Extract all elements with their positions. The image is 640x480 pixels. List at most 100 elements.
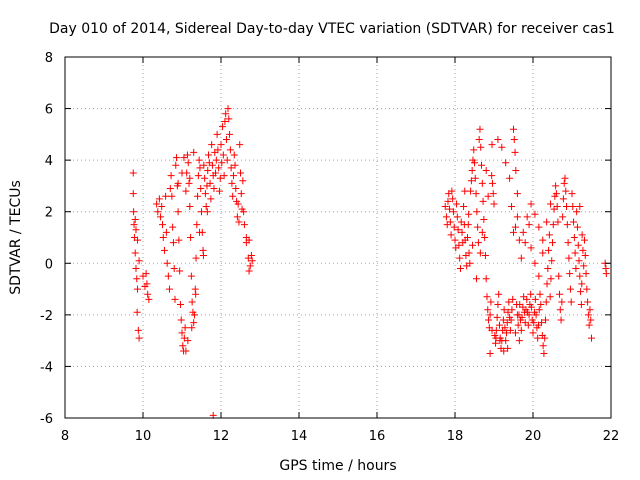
data-point <box>226 130 234 138</box>
data-point <box>469 241 477 249</box>
data-point <box>208 161 216 169</box>
data-point <box>177 316 185 324</box>
y-tick-label: -2 <box>40 309 53 324</box>
data-point <box>541 316 549 324</box>
data-point <box>246 262 254 270</box>
data-point <box>221 117 229 125</box>
data-point <box>171 295 179 303</box>
data-point <box>229 192 237 200</box>
data-point <box>495 321 503 329</box>
data-point <box>453 200 461 208</box>
data-point <box>480 215 488 223</box>
data-point <box>130 221 138 229</box>
data-point <box>567 298 575 306</box>
data-point <box>552 182 560 190</box>
data-point <box>446 218 454 226</box>
data-point <box>545 231 553 239</box>
data-point <box>556 306 564 314</box>
data-point <box>561 174 569 182</box>
data-point <box>142 270 150 278</box>
data-point <box>503 319 511 327</box>
data-point <box>481 252 489 260</box>
plot-frame <box>64 56 612 419</box>
data-point <box>178 169 186 177</box>
data-point <box>186 203 194 211</box>
data-point <box>532 311 540 319</box>
data-point <box>194 192 202 200</box>
data-point <box>508 203 516 211</box>
data-point <box>145 295 153 303</box>
data-point <box>205 151 213 159</box>
data-point <box>602 270 610 278</box>
data-point <box>565 254 573 262</box>
data-point <box>455 241 463 249</box>
data-point <box>578 231 586 239</box>
data-point <box>215 187 223 195</box>
data-point <box>184 337 192 345</box>
data-point <box>456 264 464 272</box>
data-point <box>166 185 174 193</box>
data-point <box>558 298 566 306</box>
data-point <box>539 236 547 244</box>
data-point <box>229 172 237 180</box>
data-point <box>454 226 462 234</box>
data-point <box>527 244 535 252</box>
data-point <box>493 313 501 321</box>
data-point <box>489 190 497 198</box>
data-point <box>515 236 523 244</box>
data-point <box>544 264 552 272</box>
data-point <box>484 192 492 200</box>
data-point <box>176 267 184 275</box>
data-point <box>583 285 591 293</box>
data-point <box>564 239 572 247</box>
data-point <box>214 146 222 154</box>
data-point <box>175 236 183 244</box>
data-point <box>453 213 461 221</box>
data-point <box>572 264 580 272</box>
data-point <box>237 169 244 177</box>
data-point <box>170 264 178 272</box>
data-point <box>511 329 519 337</box>
data-point <box>527 303 535 311</box>
data-point <box>472 190 480 198</box>
data-point <box>164 272 172 280</box>
data-point <box>539 342 547 350</box>
y-tick-label: -6 <box>40 412 53 427</box>
data-point <box>172 161 180 169</box>
data-point <box>190 148 198 156</box>
data-point <box>525 311 533 319</box>
data-point <box>494 136 502 144</box>
data-point <box>467 177 475 185</box>
data-point <box>174 208 182 216</box>
data-point <box>504 308 512 316</box>
x-tick-label: 20 <box>525 429 542 444</box>
data-point <box>461 187 469 195</box>
data-point <box>233 213 241 221</box>
data-point <box>167 172 175 180</box>
data-point <box>552 190 560 198</box>
data-point <box>577 288 585 296</box>
data-point <box>212 169 220 177</box>
data-point <box>580 236 588 244</box>
data-point <box>218 159 226 167</box>
y-tick-label: 8 <box>45 51 53 66</box>
data-point <box>464 221 472 229</box>
data-point <box>549 221 557 229</box>
data-point <box>188 324 196 332</box>
data-point <box>515 337 523 345</box>
data-point <box>134 285 142 293</box>
data-point <box>230 151 238 159</box>
data-point <box>570 234 578 241</box>
data-point <box>159 221 166 229</box>
data-point <box>487 298 495 306</box>
data-point <box>135 257 143 265</box>
data-point <box>160 246 168 254</box>
x-tick-label: 8 <box>61 429 69 444</box>
chart-title: Day 010 of 2014, Sidereal Day-to-day VTE… <box>49 21 615 37</box>
data-point <box>485 316 493 324</box>
data-point <box>449 195 457 203</box>
data-point <box>549 239 556 247</box>
data-point <box>513 190 521 198</box>
data-point <box>239 177 247 185</box>
data-point <box>559 195 567 203</box>
